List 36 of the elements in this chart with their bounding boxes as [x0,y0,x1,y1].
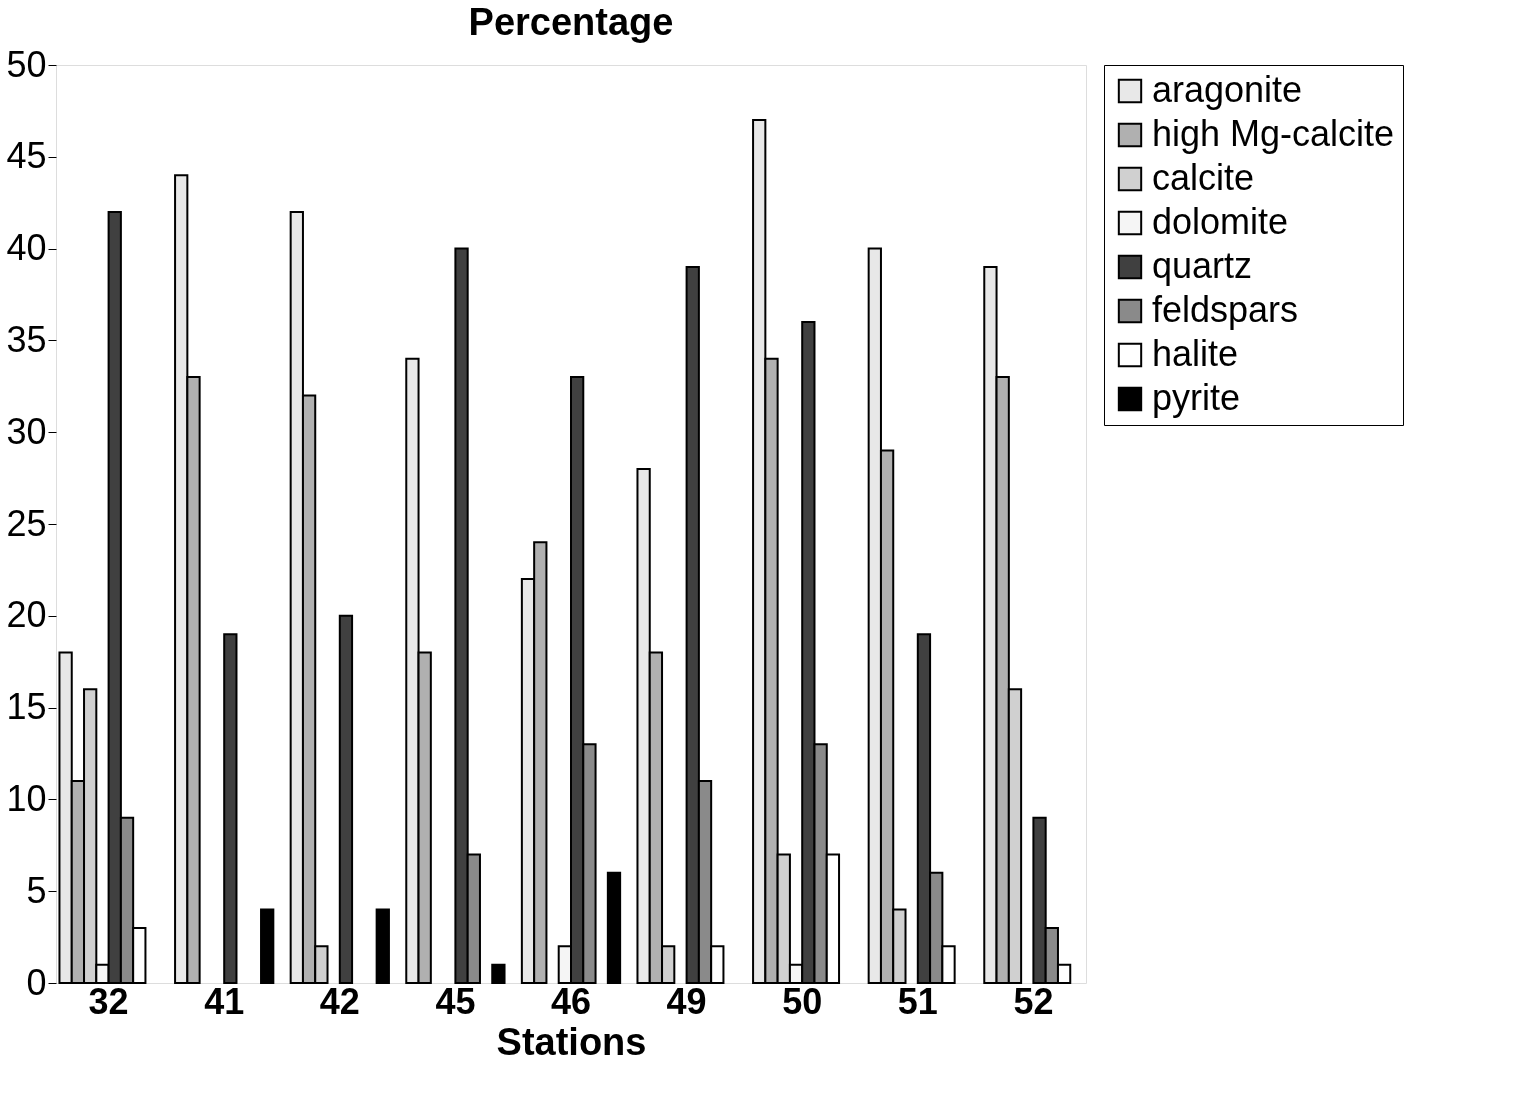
bar [338,614,354,984]
legend-label: feldspars [1152,289,1299,330]
legend-label: high Mg-calcite [1152,113,1395,154]
x-tick-label: 45 [435,980,476,1022]
y-tick-label: 0 [26,961,47,1003]
x-tick-label: 42 [319,980,360,1022]
x-tick-label: 49 [666,980,707,1022]
bar [491,963,506,984]
bar [375,908,390,984]
chart-title: Percentage [468,1,674,43]
bar [606,871,622,984]
x-tick-label: 50 [782,980,823,1022]
bar [223,633,238,984]
y-tick-label: 40 [6,227,47,269]
x-tick-label: 41 [204,980,245,1022]
y-tick-label: 50 [6,43,47,85]
y-tick-label: 35 [6,318,47,360]
y-tick-label: 30 [6,410,47,452]
y-tick-label: 10 [6,777,47,819]
y-tick-label: 5 [26,869,47,911]
x-axis-title: Stations [496,1020,647,1063]
bar [260,908,275,984]
x-tick-label: 52 [1013,980,1054,1022]
x-tick-label: 46 [550,980,592,1022]
legend-label: dolomite [1152,201,1289,242]
legend-label: quartz [1152,245,1253,286]
legend-label: pyrite [1152,377,1241,418]
y-tick-label: 15 [6,686,47,728]
x-tick-label: 51 [897,980,938,1022]
y-tick-label: 20 [6,594,47,636]
y-tick-label: 45 [6,135,47,177]
y-tick-label: 25 [6,502,47,544]
legend-label: aragonite [1152,69,1303,110]
legend-label: calcite [1152,157,1255,198]
x-tick-label: 32 [88,980,129,1022]
legend-label: halite [1152,333,1239,374]
